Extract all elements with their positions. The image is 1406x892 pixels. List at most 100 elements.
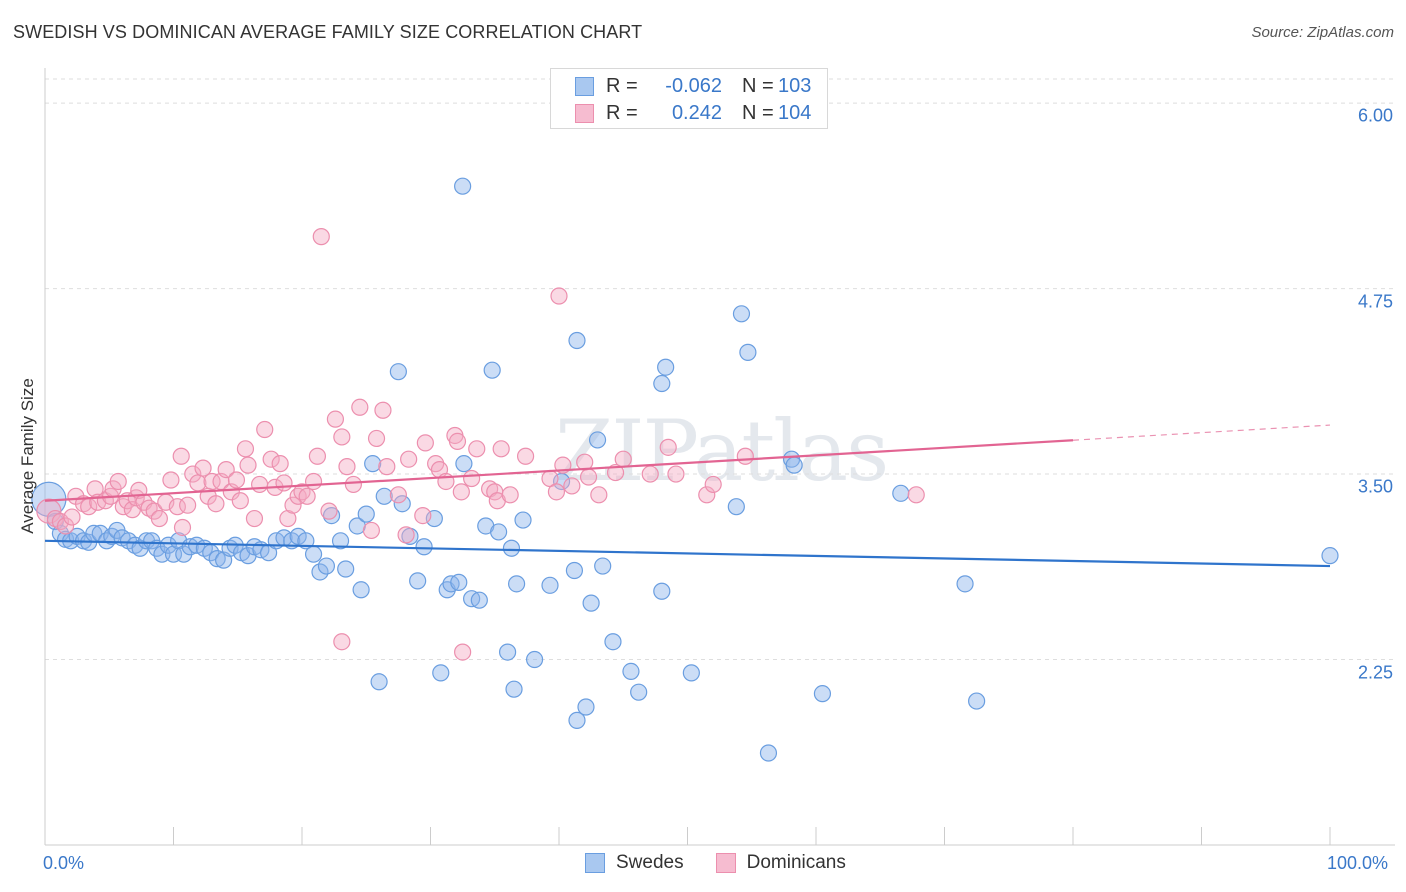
dominicans-point xyxy=(284,496,302,514)
swedes-point xyxy=(364,455,382,473)
swedes-point xyxy=(568,331,586,350)
dominicans-point xyxy=(231,492,249,510)
dominicans-point xyxy=(550,287,568,305)
swedes-point xyxy=(389,363,407,381)
dominicans-point xyxy=(481,480,499,498)
swedes-point xyxy=(630,683,648,701)
dominicans-point xyxy=(207,495,225,513)
dominicans-point xyxy=(140,499,158,517)
swedes-point xyxy=(565,561,584,580)
dominicans-point xyxy=(256,420,274,439)
dominicans-point xyxy=(275,474,293,492)
dominicans-point xyxy=(736,447,754,465)
legend-swatch-swedes xyxy=(575,76,594,96)
swedes-point xyxy=(415,538,433,556)
dominicans-trend-line xyxy=(44,439,1074,502)
swedes-point xyxy=(499,643,517,661)
dominicans-point xyxy=(454,643,472,661)
swedes-point xyxy=(393,495,411,513)
swedes-point xyxy=(375,487,393,505)
swedes-point xyxy=(622,662,640,680)
dominicans-point xyxy=(239,456,257,474)
swedes-point xyxy=(409,572,427,590)
dominicans-point xyxy=(217,460,235,479)
bottom-legend-label-swedes: Swedes xyxy=(616,852,684,873)
dominicans-point xyxy=(414,506,432,525)
swedes-point xyxy=(304,545,323,563)
dominicans-point xyxy=(338,458,356,476)
dominicans-point xyxy=(298,487,316,505)
swedes-point xyxy=(505,680,523,698)
legend-row-swedes: R = -0.062 N = 103 xyxy=(575,73,811,99)
legend-n-label: N = xyxy=(742,101,774,124)
dominicans-point xyxy=(173,518,192,537)
dominicans-point xyxy=(516,447,535,465)
swedes-point xyxy=(653,582,671,600)
swedes-point xyxy=(450,573,468,591)
swedes-point xyxy=(604,633,622,651)
x-tick-label-0: 0.0% xyxy=(43,853,85,873)
dominicans-point xyxy=(704,475,722,494)
swedes-point xyxy=(432,664,450,682)
dominicans-point xyxy=(397,526,415,544)
swedes-point xyxy=(582,594,600,612)
dominicans-point xyxy=(245,509,264,528)
dominicans-point xyxy=(262,450,280,468)
swedes-point xyxy=(470,591,488,609)
swedes-point xyxy=(514,511,532,529)
swedes-point xyxy=(588,431,607,449)
swedes-point xyxy=(352,581,370,599)
dominicans-point xyxy=(184,465,202,483)
legend-r-label: R = xyxy=(606,74,638,97)
grid-lines xyxy=(45,78,1395,661)
swedes-point xyxy=(357,505,375,523)
legend-n-value: 103 xyxy=(778,74,812,97)
chart-source: Source: ZipAtlas.com xyxy=(1251,24,1394,41)
legend: R = -0.062 N = 103 R = 0.242 N = 104 xyxy=(550,68,828,129)
dominicans-point xyxy=(162,471,180,489)
swedes-point xyxy=(657,358,675,376)
dominicans-trend-line-extension xyxy=(1072,424,1331,441)
swedes-point xyxy=(727,498,745,516)
dominicans-point xyxy=(194,459,212,477)
swedes-point xyxy=(1321,547,1339,565)
dominicans-point xyxy=(907,486,925,504)
dominicans-point xyxy=(468,440,486,458)
dominicans-point xyxy=(698,486,716,504)
y-tick-label-1: 3.50 xyxy=(1357,476,1393,497)
dominicans-point xyxy=(326,410,345,428)
dominicans-point xyxy=(463,469,481,488)
dominicans-point xyxy=(351,398,369,416)
legend-n-label: N = xyxy=(742,74,774,97)
dominicans-point xyxy=(333,428,351,446)
bottom-legend-swedes: Swedes xyxy=(585,852,684,874)
dominicans-point xyxy=(448,432,467,451)
legend-row-dominicans: R = 0.242 N = 104 xyxy=(575,100,811,126)
swedes-point xyxy=(785,456,803,474)
dominicans-point xyxy=(189,474,207,492)
dominicans-point xyxy=(344,475,362,494)
dominicans-point xyxy=(547,483,566,501)
dominicans-point xyxy=(400,450,418,468)
dominicans-point xyxy=(227,471,246,489)
swedes-point xyxy=(732,305,751,323)
dominicans-point xyxy=(304,472,323,491)
dominicans-point xyxy=(312,228,330,246)
swedes-point xyxy=(483,361,501,379)
dominicans-point xyxy=(452,483,470,501)
swedes-point xyxy=(577,698,595,716)
bottom-legend-swatch-swedes xyxy=(585,853,605,873)
dominicans-point xyxy=(659,438,677,456)
dominicans-point xyxy=(320,502,338,520)
dominicans-point xyxy=(236,440,255,458)
chart-title: SWEDISH VS DOMINICAN AVERAGE FAMILY SIZE… xyxy=(13,22,643,42)
dominicans-point xyxy=(362,521,380,540)
dominicans-point xyxy=(374,401,392,419)
x-tick-label-100: 100.0% xyxy=(1327,853,1389,873)
y-tick-label-2: 4.75 xyxy=(1357,291,1393,312)
dominicans-point xyxy=(367,429,386,448)
dominicans-point xyxy=(250,475,269,494)
bottom-legend-label-dominicans: Dominicans xyxy=(746,852,846,873)
bottom-legend-dominicans: Dominicans xyxy=(715,852,846,874)
